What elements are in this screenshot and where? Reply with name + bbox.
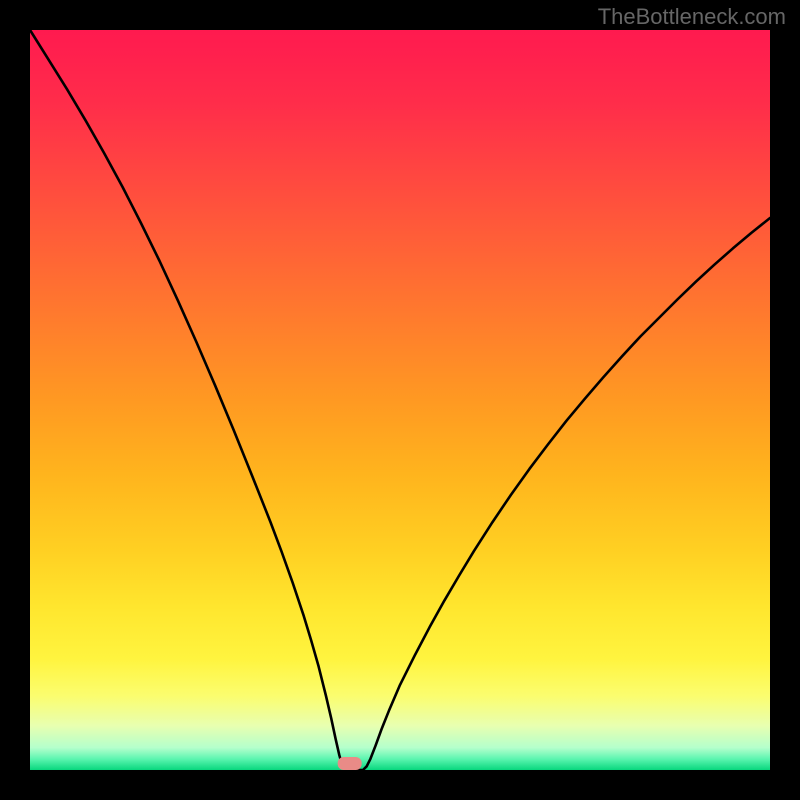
plot-background — [30, 30, 770, 770]
bottleneck-chart — [0, 0, 800, 800]
chart-container: TheBottleneck.com — [0, 0, 800, 800]
watermark-text: TheBottleneck.com — [598, 4, 786, 30]
optimal-marker — [338, 757, 362, 770]
